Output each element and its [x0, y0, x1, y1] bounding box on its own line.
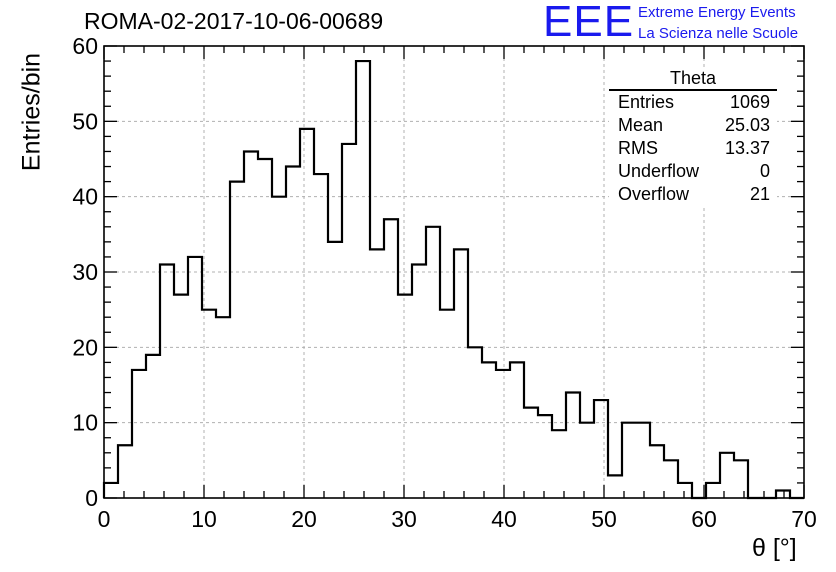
histogram-bin: [118, 445, 132, 498]
x-tick-label: 30: [391, 506, 417, 532]
histogram-bin: [426, 227, 440, 498]
x-tick-label: 70: [791, 506, 817, 532]
eee-logo: EEE: [543, 0, 635, 46]
histogram-bin: [258, 159, 272, 498]
y-tick-label: 20: [72, 334, 98, 360]
stats-row-underflow: Underflow 0: [609, 160, 777, 183]
histogram-bin: [636, 423, 650, 498]
histogram-bin: [468, 347, 482, 498]
y-tick-label: 0: [85, 485, 98, 511]
stats-box: Theta Entries 1069 Mean 25.03 RMS 13.37 …: [609, 69, 777, 206]
histogram-bin: [678, 483, 692, 498]
stats-label: RMS: [618, 138, 658, 158]
x-tick-label: 60: [691, 506, 717, 532]
histogram-bin: [384, 219, 398, 498]
stats-label: Entries: [618, 92, 675, 112]
plot-frame: [103, 45, 805, 499]
stats-label: Mean: [618, 115, 664, 135]
histogram-bin: [720, 453, 734, 498]
stats-title: Theta: [609, 69, 777, 91]
histogram-bin: [216, 317, 230, 498]
histogram-bin: [188, 257, 202, 498]
histogram-bin: [706, 483, 720, 498]
histogram-bin: [608, 475, 622, 498]
stats-value: 25.03: [724, 115, 770, 135]
stats-value: 21: [749, 184, 770, 204]
histogram-bin: [482, 362, 496, 498]
stats-value: 13.37: [724, 138, 770, 158]
histogram-bin: [244, 151, 258, 498]
histogram-bin: [132, 370, 146, 498]
histogram-bin: [580, 423, 594, 498]
histogram-bin: [398, 295, 412, 498]
histogram-bin: [734, 460, 748, 498]
histogram-bin: [594, 400, 608, 498]
stats-row-mean: Mean 25.03: [609, 114, 777, 137]
stats-value: 1069: [729, 92, 770, 112]
histogram-bin: [328, 242, 342, 498]
histogram-bin: [454, 249, 468, 498]
histogram-bin: [622, 423, 636, 498]
histogram-bin: [552, 430, 566, 498]
stats-row-entries: Entries 1069: [609, 91, 777, 114]
histogram-bin: [146, 355, 160, 498]
y-tick-label: 40: [72, 184, 98, 210]
stats-label: Overflow: [618, 184, 690, 204]
logo-line-2: La Scienza nelle Scuole: [638, 25, 799, 42]
histogram-bin: [496, 370, 510, 498]
stats-label: Underflow: [618, 161, 700, 181]
histogram-bin: [664, 460, 678, 498]
stats-row-overflow: Overflow 21: [609, 183, 777, 206]
histogram-bin: [356, 61, 370, 498]
histogram-bin: [776, 490, 790, 498]
logo-line-1: Extreme Energy Events: [638, 4, 796, 21]
histogram-bin: [538, 415, 552, 498]
stats-row-rms: RMS 13.37: [609, 137, 777, 160]
x-tick-label: 10: [191, 506, 217, 532]
histogram-bin: [650, 445, 664, 498]
histogram-bin: [230, 182, 244, 498]
histogram-bin: [510, 362, 524, 498]
histogram-bin: [174, 295, 188, 498]
histogram-bin: [440, 310, 454, 498]
y-tick-label: 30: [72, 259, 98, 285]
x-axis-label: θ [°]: [752, 534, 797, 562]
histogram-bin: [286, 167, 300, 498]
histogram-bin: [412, 264, 426, 498]
histogram-bin: [104, 483, 118, 498]
y-tick-label: 50: [72, 108, 98, 134]
y-tick-label: 10: [72, 410, 98, 436]
histogram-bin: [342, 144, 356, 498]
histogram-bin: [370, 249, 384, 498]
histogram-bin: [300, 129, 314, 498]
histogram-bin: [566, 393, 580, 498]
stats-value: 0: [759, 161, 770, 181]
x-tick-label: 0: [98, 506, 111, 532]
y-tick-label: 60: [72, 33, 98, 59]
y-axis-label: Entries/bin: [17, 52, 46, 172]
histogram-bin: [160, 264, 174, 498]
histogram-bin: [202, 310, 216, 498]
x-tick-label: 50: [591, 506, 617, 532]
histogram-bin: [272, 197, 286, 498]
x-tick-label: 40: [491, 506, 517, 532]
chart-title: ROMA-02-2017-10-06-00689: [84, 8, 384, 34]
histogram-outline: [102, 59, 804, 500]
x-tick-label: 20: [291, 506, 317, 532]
histogram-bin: [314, 174, 328, 498]
histogram-bin: [524, 408, 538, 498]
